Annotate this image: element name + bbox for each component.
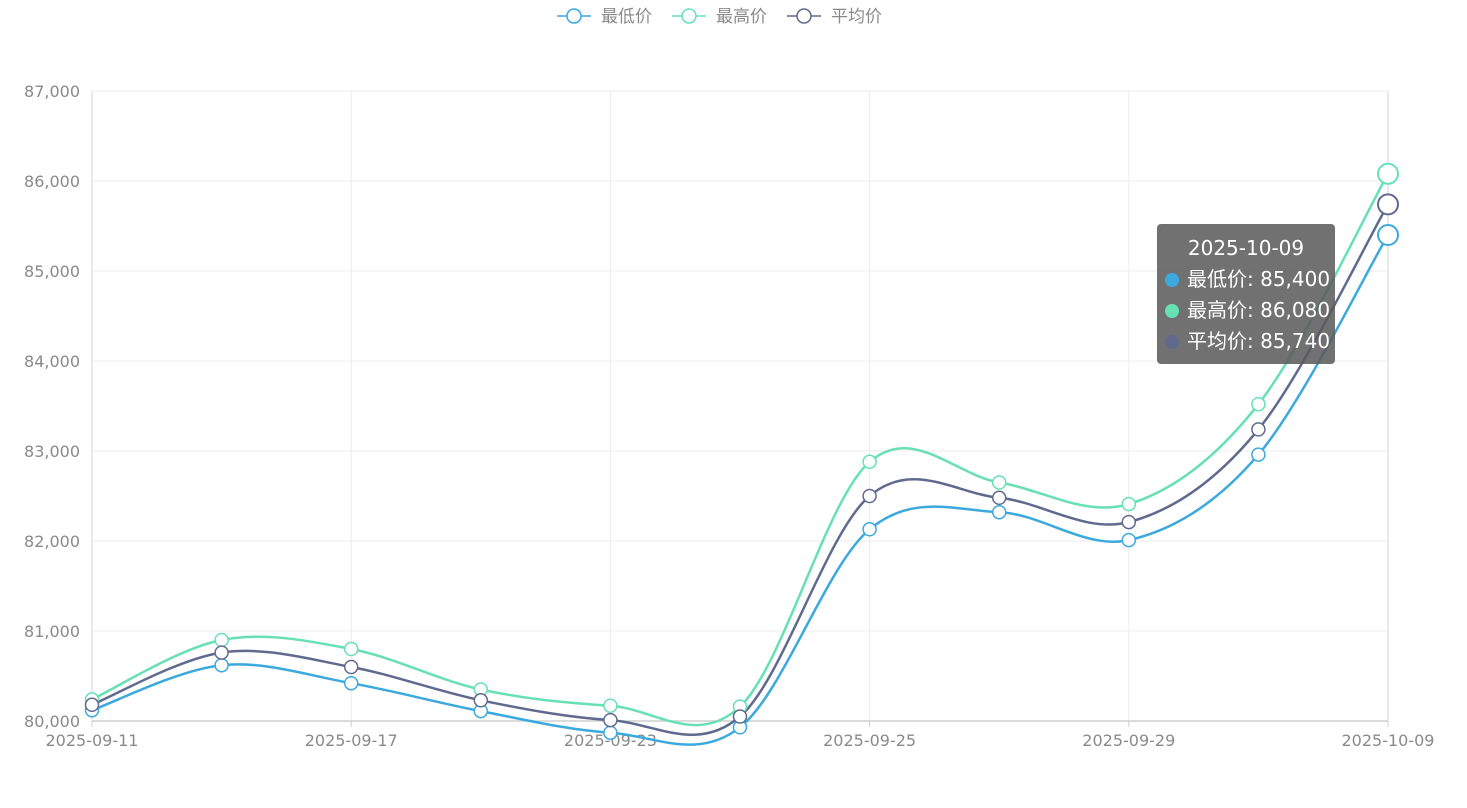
- tooltip-label-avg: 平均价: 85,740: [1187, 329, 1331, 353]
- series-line-avg: [91, 203, 1390, 736]
- series-line-high: [91, 173, 1390, 727]
- legend-marker-avg[interactable]: [796, 8, 812, 24]
- legend-label-high[interactable]: 最高价: [716, 7, 767, 27]
- data-point-avg[interactable]: [732, 709, 748, 724]
- tooltip-row-high: 最高价: 86,080: [1157, 295, 1335, 326]
- y-tick-label: 86,000: [24, 172, 80, 191]
- data-point-high[interactable]: [343, 641, 359, 657]
- data-point-avg[interactable]: [862, 488, 877, 504]
- legend[interactable]: 最低价 最高价 平均价: [557, 7, 882, 27]
- data-point-low[interactable]: [214, 657, 229, 673]
- data-point-high[interactable]: [1377, 162, 1399, 185]
- tooltip-dot-avg: [1165, 335, 1179, 349]
- data-point-avg[interactable]: [991, 490, 1007, 506]
- data-point-low[interactable]: [603, 725, 618, 740]
- data-point-low[interactable]: [1121, 532, 1137, 548]
- tooltip-row-avg: 平均价: 85,740: [1157, 326, 1335, 357]
- tooltip-dot-high: [1165, 304, 1179, 318]
- y-tick-label: 81,000: [24, 622, 80, 641]
- data-point-low[interactable]: [343, 675, 359, 691]
- x-tick-label: 2025-09-11: [46, 731, 139, 750]
- data-point-high[interactable]: [862, 454, 877, 470]
- tooltip: 2025-10-09 最低价: 85,400 最高价: 86,080 平均价: …: [1157, 224, 1335, 364]
- data-point-high[interactable]: [1121, 496, 1137, 512]
- legend-marker-low[interactable]: [566, 8, 582, 24]
- data-point-low[interactable]: [862, 522, 877, 537]
- y-tick-label: 85,000: [24, 262, 80, 281]
- tooltip-dot-low: [1165, 273, 1179, 287]
- data-point-avg[interactable]: [473, 693, 489, 708]
- data-point-high[interactable]: [1251, 396, 1266, 412]
- data-point-avg[interactable]: [1121, 514, 1137, 530]
- grid: [91, 90, 1389, 722]
- legend-marker-high[interactable]: [681, 8, 697, 24]
- y-tick-label: 80,000: [24, 712, 80, 731]
- y-tick-label: 83,000: [24, 442, 80, 461]
- data-point-low[interactable]: [1377, 224, 1399, 246]
- x-tick-label: 2025-09-29: [1082, 731, 1175, 750]
- y-tick-label: 82,000: [24, 532, 80, 551]
- data-point-high[interactable]: [214, 632, 229, 648]
- tooltip-title: 2025-10-09: [1187, 236, 1305, 260]
- data-point-avg[interactable]: [343, 659, 359, 675]
- data-point-avg[interactable]: [1251, 422, 1266, 437]
- data-point-low[interactable]: [1251, 447, 1266, 462]
- tooltip-label-high: 最高价: 86,080: [1187, 298, 1331, 322]
- legend-label-low[interactable]: 最低价: [601, 7, 652, 27]
- series-line-low: [91, 234, 1390, 746]
- y-tick-label: 87,000: [24, 82, 80, 101]
- legend-label-avg[interactable]: 平均价: [831, 7, 882, 27]
- data-point-avg[interactable]: [214, 645, 229, 660]
- y-tick-label: 84,000: [24, 352, 80, 371]
- data-point-avg[interactable]: [1377, 193, 1399, 216]
- data-point-high[interactable]: [991, 475, 1007, 490]
- tooltip-label-low: 最低价: 85,400: [1187, 267, 1331, 291]
- data-point-avg[interactable]: [603, 712, 618, 728]
- x-tick-label: 2025-09-25: [823, 731, 916, 750]
- data-point-avg[interactable]: [84, 697, 100, 713]
- data-point-low[interactable]: [991, 504, 1007, 520]
- axes: 80,000 81,000 82,000 83,000 84,000 85,000 86,0…: [24, 82, 1434, 750]
- tooltip-row-low: 最低价: 85,400: [1157, 264, 1335, 295]
- x-tick-label: 2025-09-17: [305, 731, 398, 750]
- x-tick-label: 2025-10-09: [1342, 731, 1435, 750]
- data-point-high[interactable]: [603, 698, 618, 713]
- series: [84, 162, 1399, 746]
